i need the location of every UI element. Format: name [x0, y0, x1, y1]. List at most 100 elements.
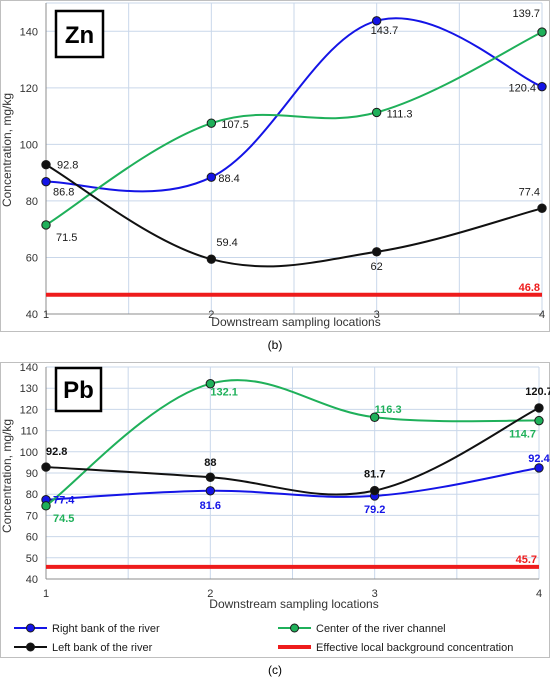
- pb-data-label-center: 116.3: [375, 404, 402, 416]
- legend-label-background: Effective local background concentration: [316, 642, 513, 654]
- zn-background-line: 46.8: [46, 282, 542, 297]
- pb-data-label-center: 114.7: [509, 429, 536, 441]
- zn-data-label-left_bank: 77.4: [519, 186, 540, 198]
- pb-point-center: [41, 501, 51, 511]
- pb-axes: [45, 367, 539, 580]
- zn-point-right_bank: [371, 16, 382, 26]
- pb-data-labels: 77.4 81.6 79.2 92.4 74.5 132.1 116.3 114.7 92.8 8…: [46, 386, 550, 525]
- pb-x-tick-label: 1: [43, 588, 49, 600]
- zn-point-center: [371, 107, 382, 118]
- zn-line-center: [45, 31, 543, 226]
- pb-point-center: [369, 412, 380, 422]
- zn-series: [41, 16, 547, 268]
- pb-panel-tag: Pb: [54, 366, 103, 413]
- pb-point-left_bank: [205, 472, 216, 482]
- pb-y-tick-label: 80: [26, 489, 38, 501]
- legend: Right bank of the river Center of the riv…: [14, 623, 513, 654]
- pb-y-tick-label: 40: [26, 574, 38, 586]
- zn-data-label-left_bank: 92.8: [57, 160, 78, 172]
- pb-line-left_bank: [45, 407, 540, 496]
- pb-y-tick-label: 110: [20, 426, 38, 438]
- legend-label-left_bank: Left bank of the river: [52, 642, 153, 654]
- zn-y-axis-title: Concentration, mg/kg: [0, 93, 14, 207]
- zn-y-tick-label: 100: [20, 139, 38, 151]
- zn-y-tick-label: 140: [20, 26, 38, 38]
- pb-y-tick-label: 60: [26, 532, 38, 544]
- zn-data-label-right_bank: 86.8: [53, 187, 74, 199]
- zn-y-tick-label: 80: [26, 196, 38, 208]
- zn-panel-tag: Zn: [54, 9, 105, 59]
- zn-data-label-right_bank: 88.4: [218, 173, 239, 185]
- zn-data-label-center: 139.7: [512, 8, 540, 20]
- pb-point-left_bank: [369, 485, 380, 496]
- pb-point-center: [534, 415, 544, 426]
- pb-x-tick-label: 2: [207, 588, 213, 600]
- zn-y-tick-label: 60: [26, 252, 38, 264]
- zn-gridlines: [46, 2, 543, 314]
- zn-point-left_bank: [41, 160, 51, 170]
- zn-line-right_bank: [45, 17, 543, 193]
- zn-y-tick-label: 40: [26, 309, 38, 321]
- pb-point-center: [205, 379, 216, 389]
- pb-chart-panel: 40 50 60 70 80 90 100 110 120 130 140 1 2 3 4 45.7 77…: [0, 362, 550, 658]
- zn-point-center: [206, 118, 217, 128]
- zn-x-tick-label: 1: [43, 309, 49, 321]
- zn-y-tick-label: 120: [20, 83, 38, 95]
- zn-panel-tag-box: [54, 9, 105, 59]
- zn-axes: [45, 3, 542, 315]
- zn-chart-panel: 40 60 80 100 120 140 1 2 3 4 46.8 86.8 88.4 143.7 1…: [0, 0, 550, 332]
- pb-panel-tag-box: [54, 366, 103, 413]
- zn-data-label-left_bank: 62: [371, 261, 383, 273]
- pb-series: [41, 379, 544, 511]
- zn-point-right_bank: [206, 172, 217, 182]
- pb-y-tick-label: 120: [20, 404, 38, 416]
- zn-data-label-left_bank: 59.4: [216, 237, 237, 249]
- pb-data-label-right_bank: 77.4: [53, 495, 75, 507]
- zn-data-label-right_bank: 143.7: [371, 25, 399, 37]
- caption-c: (c): [268, 663, 282, 677]
- zn-x-axis-title: Downstream sampling locations: [211, 315, 380, 329]
- legend-swatch-marker-right_bank: [26, 623, 35, 633]
- zn-x-tick-label: 2: [208, 309, 214, 321]
- pb-x-tick-label: 4: [536, 588, 542, 600]
- zn-panel-tag-text: Zn: [65, 22, 94, 49]
- zn-point-right_bank: [41, 176, 51, 187]
- pb-background-value-label: 45.7: [516, 554, 537, 566]
- zn-point-right_bank: [537, 81, 547, 92]
- pb-data-label-right_bank: 92.4: [528, 453, 550, 465]
- pb-y-tick-label: 100: [20, 447, 38, 459]
- pb-data-label-left_bank: 120.7: [525, 386, 550, 398]
- pb-line-right_bank: [45, 466, 540, 501]
- zn-x-tick-label: 3: [374, 309, 380, 321]
- zn-data-label-center: 107.5: [221, 119, 249, 131]
- pb-data-label-left_bank: 88: [204, 457, 216, 469]
- pb-point-right_bank: [205, 486, 216, 496]
- pb-background-line: 45.7: [46, 554, 539, 569]
- zn-data-label-center: 111.3: [387, 108, 413, 120]
- pb-y-axis-title: Concentration, mg/kg: [0, 419, 14, 533]
- pb-y-tick-label: 70: [26, 510, 38, 522]
- pb-x-axis-title: Downstream sampling locations: [209, 597, 378, 611]
- zn-background-value-label: 46.8: [519, 282, 540, 294]
- zn-y-tick-labels: 40 60 80 100 120 140: [20, 26, 38, 321]
- pb-data-label-left_bank: 92.8: [46, 446, 67, 458]
- zn-data-label-center: 71.5: [56, 232, 77, 244]
- pb-point-left_bank: [534, 403, 544, 413]
- pb-data-label-right_bank: 79.2: [364, 504, 385, 516]
- legend-label-right_bank: Right bank of the river: [52, 623, 160, 635]
- pb-data-label-center: 74.5: [53, 513, 74, 525]
- zn-data-labels: 86.8 88.4 143.7 120.4 71.5 107.5 111.3 139.7 92.…: [53, 8, 540, 273]
- pb-y-tick-label: 130: [20, 383, 38, 395]
- pb-point-right_bank: [534, 463, 544, 473]
- pb-y-tick-label: 90: [26, 468, 38, 480]
- pb-data-label-center: 132.1: [210, 387, 238, 399]
- caption-b: (b): [268, 338, 283, 352]
- zn-point-center: [41, 220, 51, 230]
- pb-panel-tag-text: Pb: [63, 377, 94, 404]
- zn-point-left_bank: [371, 247, 382, 257]
- legend-label-center: Center of the river channel: [316, 623, 446, 635]
- pb-data-label-right_bank: 81.6: [200, 500, 221, 512]
- zn-point-left_bank: [206, 254, 217, 264]
- zn-x-tick-labels: 1 2 3 4: [43, 309, 545, 321]
